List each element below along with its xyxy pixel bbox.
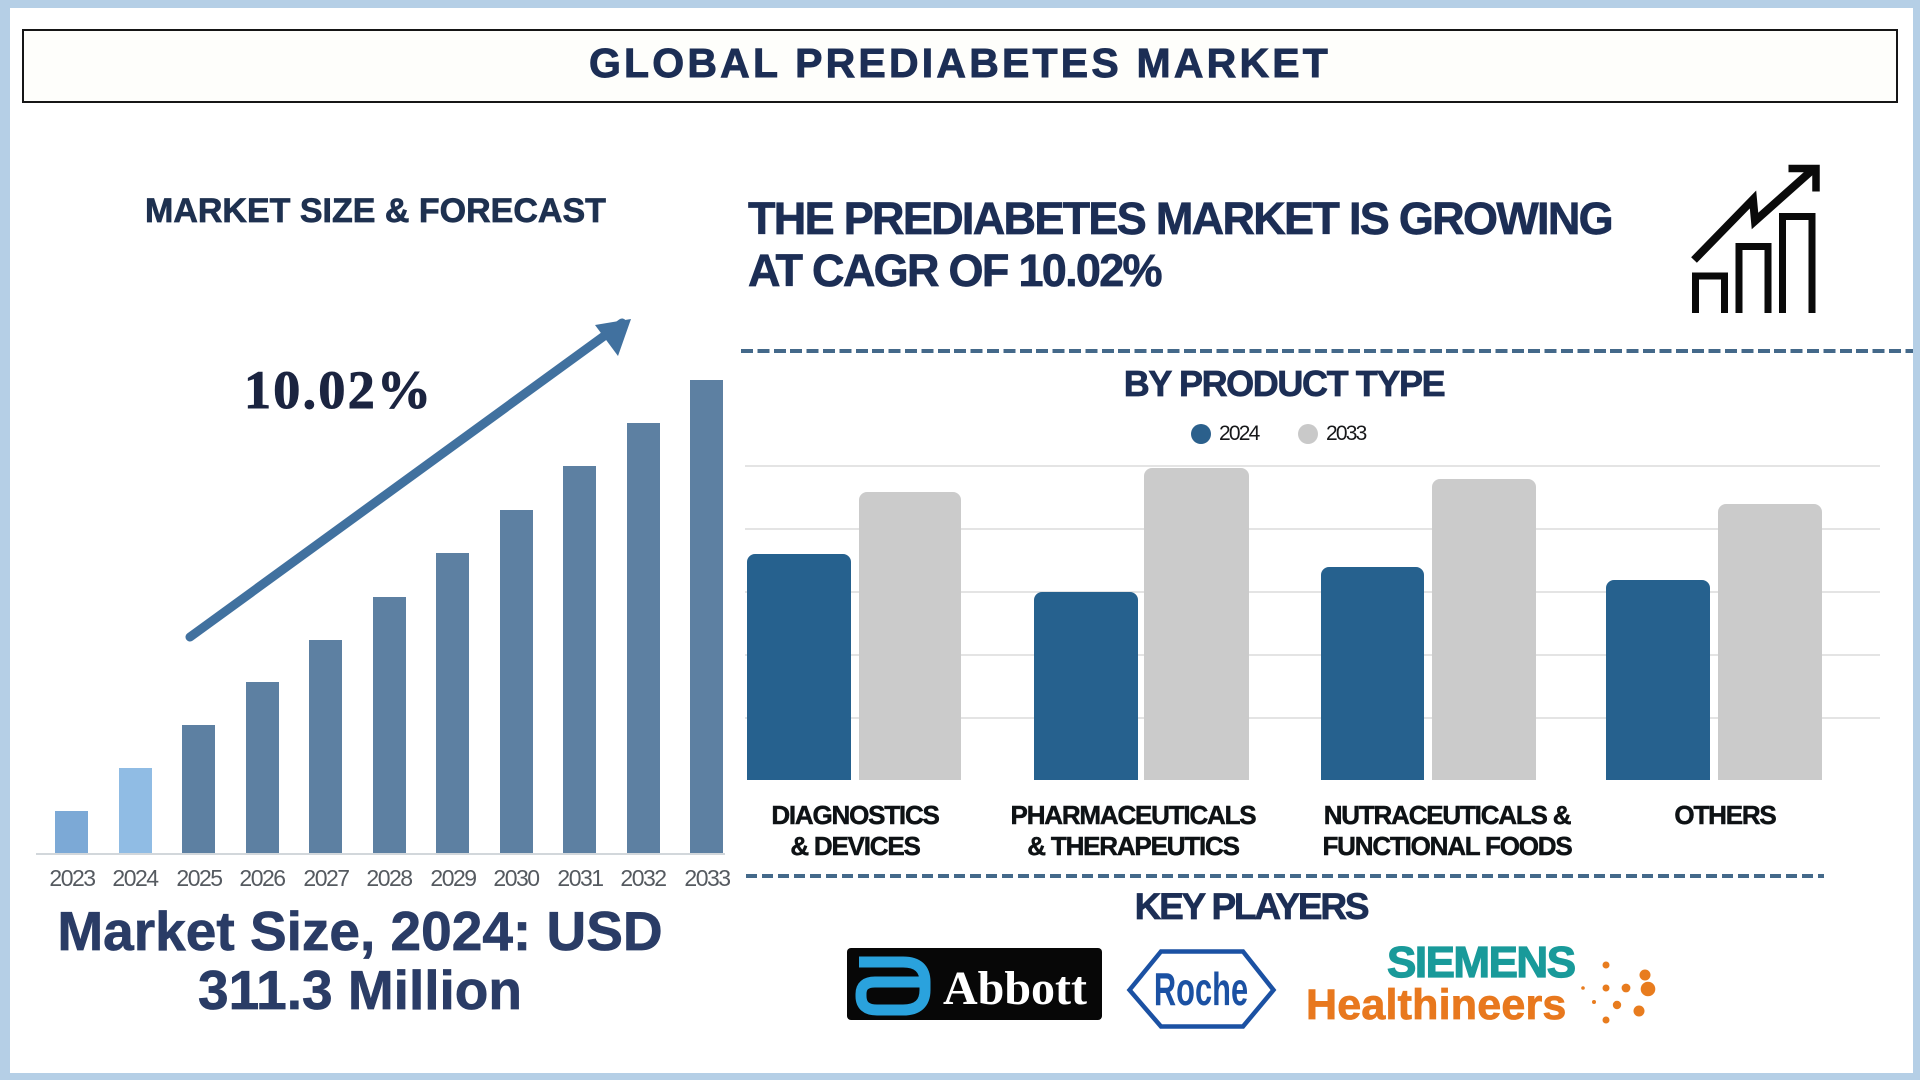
svg-text:Roche: Roche [1154,965,1248,1016]
